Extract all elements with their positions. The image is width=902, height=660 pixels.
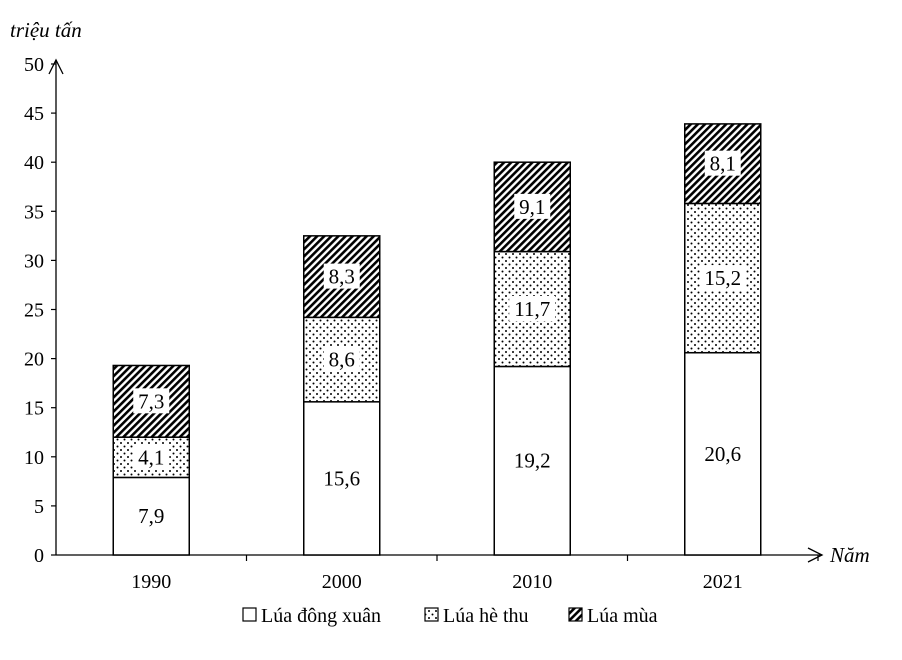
x-axis-arrow: [807, 547, 824, 563]
data-label: 15,6: [323, 466, 360, 490]
data-label: 7,9: [138, 504, 164, 528]
data-label-background: [509, 296, 556, 322]
y-tick-label: 50: [24, 54, 44, 76]
data-label-background: [133, 444, 170, 470]
data-label: 19,2: [514, 449, 551, 473]
data-label-background: [699, 265, 746, 291]
data-label-background: [514, 193, 551, 219]
y-tick-label: 25: [24, 300, 44, 322]
legend-swatch: [568, 607, 583, 622]
data-label: 8,1: [710, 152, 736, 176]
data-label: 11,7: [514, 297, 550, 321]
y-tick-label: 20: [24, 349, 44, 371]
bar-segment: [493, 365, 571, 556]
y-tick-label: 0: [34, 545, 44, 567]
x-axis-title: Năm: [829, 543, 870, 567]
x-tick-label: 1990: [131, 571, 171, 593]
y-tick-label: 35: [24, 201, 44, 223]
y-tick-label: 5: [34, 496, 44, 518]
x-tick-label: 2000: [322, 571, 362, 593]
data-label: 9,1: [519, 195, 545, 219]
legend-label: Lúa hè thu: [443, 605, 529, 627]
y-tick-label: 10: [24, 447, 44, 469]
data-label-background: [323, 263, 360, 289]
bar-segment: [493, 161, 571, 253]
bar-segment: [684, 351, 762, 556]
data-label: 4,1: [138, 445, 164, 469]
y-tick-label: 30: [24, 250, 44, 272]
data-label-background: [704, 150, 741, 176]
data-label: 7,3: [138, 389, 164, 413]
data-label: 15,2: [704, 266, 741, 290]
legend-swatch: [242, 607, 257, 622]
data-label-background: [323, 346, 360, 372]
data-label: 8,6: [329, 348, 355, 372]
x-tick-label: 2021: [703, 571, 743, 593]
legend: Lúa đông xuân Lúa hè thu Lúa mùa: [242, 605, 658, 627]
legend-label: Lúa mùa: [587, 605, 658, 627]
y-axis-arrow: [48, 58, 64, 75]
legend-label: Lúa đông xuân: [261, 605, 381, 627]
axes: 0 5 10 15 20 25 30 35 40 45 50 1990 2000 2010 2021: [24, 54, 824, 593]
y-tick-label: 15: [24, 398, 44, 420]
data-label: 20,6: [704, 442, 741, 466]
x-tick-label: 2010: [512, 571, 552, 593]
y-axis-title: triệu tấn: [10, 18, 82, 42]
data-label-background: [133, 388, 170, 414]
y-tick-label: 45: [24, 103, 44, 125]
data-label: 8,3: [329, 265, 355, 289]
legend-swatch: [424, 607, 439, 622]
bars: 7,9 4,1 7,3 15,6 8,6 8,3 19,2 11,7 9,1 20,6 15,2 8,…: [112, 123, 762, 556]
y-tick-label: 40: [24, 152, 44, 174]
